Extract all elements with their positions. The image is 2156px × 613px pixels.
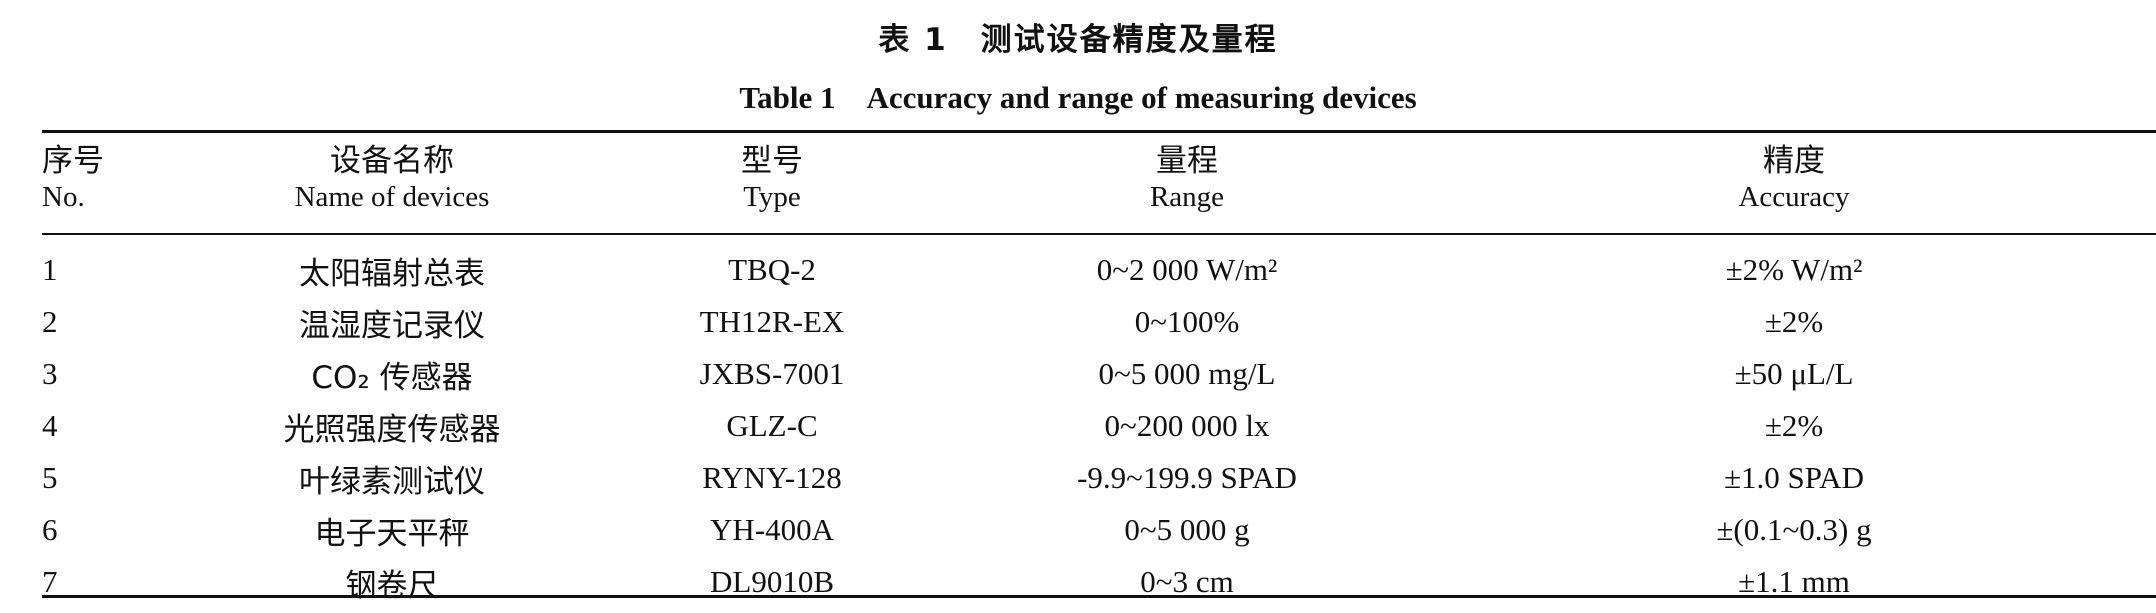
cell-range: 0~200 000 lx [1104, 408, 1270, 443]
header-no: 序号 No. [42, 140, 182, 230]
table-top-rule [42, 130, 2156, 133]
cell-type: YH-400A [710, 512, 834, 547]
cell-range: 0~5 000 mg/L [1098, 356, 1276, 391]
table-header-rule [42, 233, 2156, 235]
header-name: 设备名称 Name of devices [182, 140, 602, 230]
header-en: Type [743, 181, 801, 213]
header-range: 量程 Range [942, 140, 1432, 230]
header-en: Range [1149, 181, 1225, 213]
cell-no: 1 [42, 252, 58, 287]
cell-no: 2 [42, 304, 58, 339]
header-en: Accuracy [1738, 181, 1850, 213]
table-row: 6 电子天平秤 YH-400A 0~5 000 g ±(0.1~0.3) g [42, 504, 2156, 556]
cell-accuracy: ±2% [1764, 304, 1824, 339]
cell-no: 4 [42, 408, 58, 443]
cell-type: TBQ-2 [728, 252, 816, 287]
header-zh: 设备名称 [330, 143, 454, 179]
table-header: 序号 No. 设备名称 Name of devices 型号 Type 量程 R… [42, 140, 2156, 230]
header-accuracy: 精度 Accuracy [1432, 140, 2156, 230]
cell-type: RYNY-128 [702, 460, 842, 495]
cell-device-name: 叶绿素测试仪 [299, 463, 485, 500]
cell-device-name: 温湿度记录仪 [299, 307, 485, 344]
cell-type: DL9010B [710, 564, 834, 599]
table-row: 4 光照强度传感器 GLZ-C 0~200 000 lx ±2% [42, 400, 2156, 452]
devices-table: 序号 No. 设备名称 Name of devices 型号 Type 量程 R… [42, 140, 2156, 608]
header-zh: 型号 [741, 143, 803, 179]
header-type: 型号 Type [602, 140, 942, 230]
cell-device-name: 太阳辐射总表 [299, 255, 485, 292]
cell-accuracy: ±2% [1764, 408, 1824, 443]
header-zh: 量程 [1156, 143, 1218, 179]
cell-device-name: 光照强度传感器 [283, 411, 501, 448]
cell-no: 6 [42, 512, 58, 547]
cell-accuracy: ±2% W/m² [1725, 252, 1863, 287]
cell-device-name: 钢卷尺 [345, 567, 439, 604]
cell-accuracy: ±50 μL/L [1734, 356, 1854, 391]
cell-range: 0~3 cm [1140, 564, 1234, 599]
header-zh: 序号 [42, 143, 104, 179]
cell-type: JXBS-7001 [699, 356, 845, 391]
table-caption-english: Table 1 Accuracy and range of measuring … [739, 80, 1417, 115]
cell-range: 0~2 000 W/m² [1096, 252, 1278, 287]
cell-no: 3 [42, 356, 58, 391]
table-body: 1 太阳辐射总表 TBQ-2 0~2 000 W/m² ±2% W/m² 2 温… [42, 230, 2156, 608]
table-caption-chinese: 表 1 测试设备精度及量程 [878, 22, 1278, 58]
cell-no: 7 [42, 564, 58, 599]
table-row: 1 太阳辐射总表 TBQ-2 0~2 000 W/m² ±2% W/m² [42, 230, 2156, 296]
table-row: 3 CO₂ 传感器 JXBS-7001 0~5 000 mg/L ±50 μL/… [42, 348, 2156, 400]
header-en: Name of devices [294, 181, 490, 213]
table-row: 5 叶绿素测试仪 RYNY-128 -9.9~199.9 SPAD ±1.0 S… [42, 452, 2156, 504]
cell-device-name: CO₂ 传感器 [311, 359, 473, 396]
cell-accuracy: ±(0.1~0.3) g [1716, 512, 1872, 547]
cell-accuracy: ±1.0 SPAD [1724, 460, 1864, 495]
cell-type: TH12R-EX [699, 304, 845, 339]
cell-range: 0~100% [1134, 304, 1240, 339]
header-zh: 精度 [1763, 143, 1825, 179]
cell-type: GLZ-C [726, 408, 818, 443]
table-row: 2 温湿度记录仪 TH12R-EX 0~100% ±2% [42, 296, 2156, 348]
cell-accuracy: ±1.1 mm [1738, 564, 1850, 599]
table-row: 7 钢卷尺 DL9010B 0~3 cm ±1.1 mm [42, 556, 2156, 608]
header-en: No. [42, 181, 85, 213]
table-bottom-rule [42, 595, 2156, 598]
cell-range: -9.9~199.9 SPAD [1077, 460, 1297, 495]
cell-range: 0~5 000 g [1124, 512, 1250, 547]
cell-device-name: 电子天平秤 [314, 515, 470, 552]
cell-no: 5 [42, 460, 58, 495]
